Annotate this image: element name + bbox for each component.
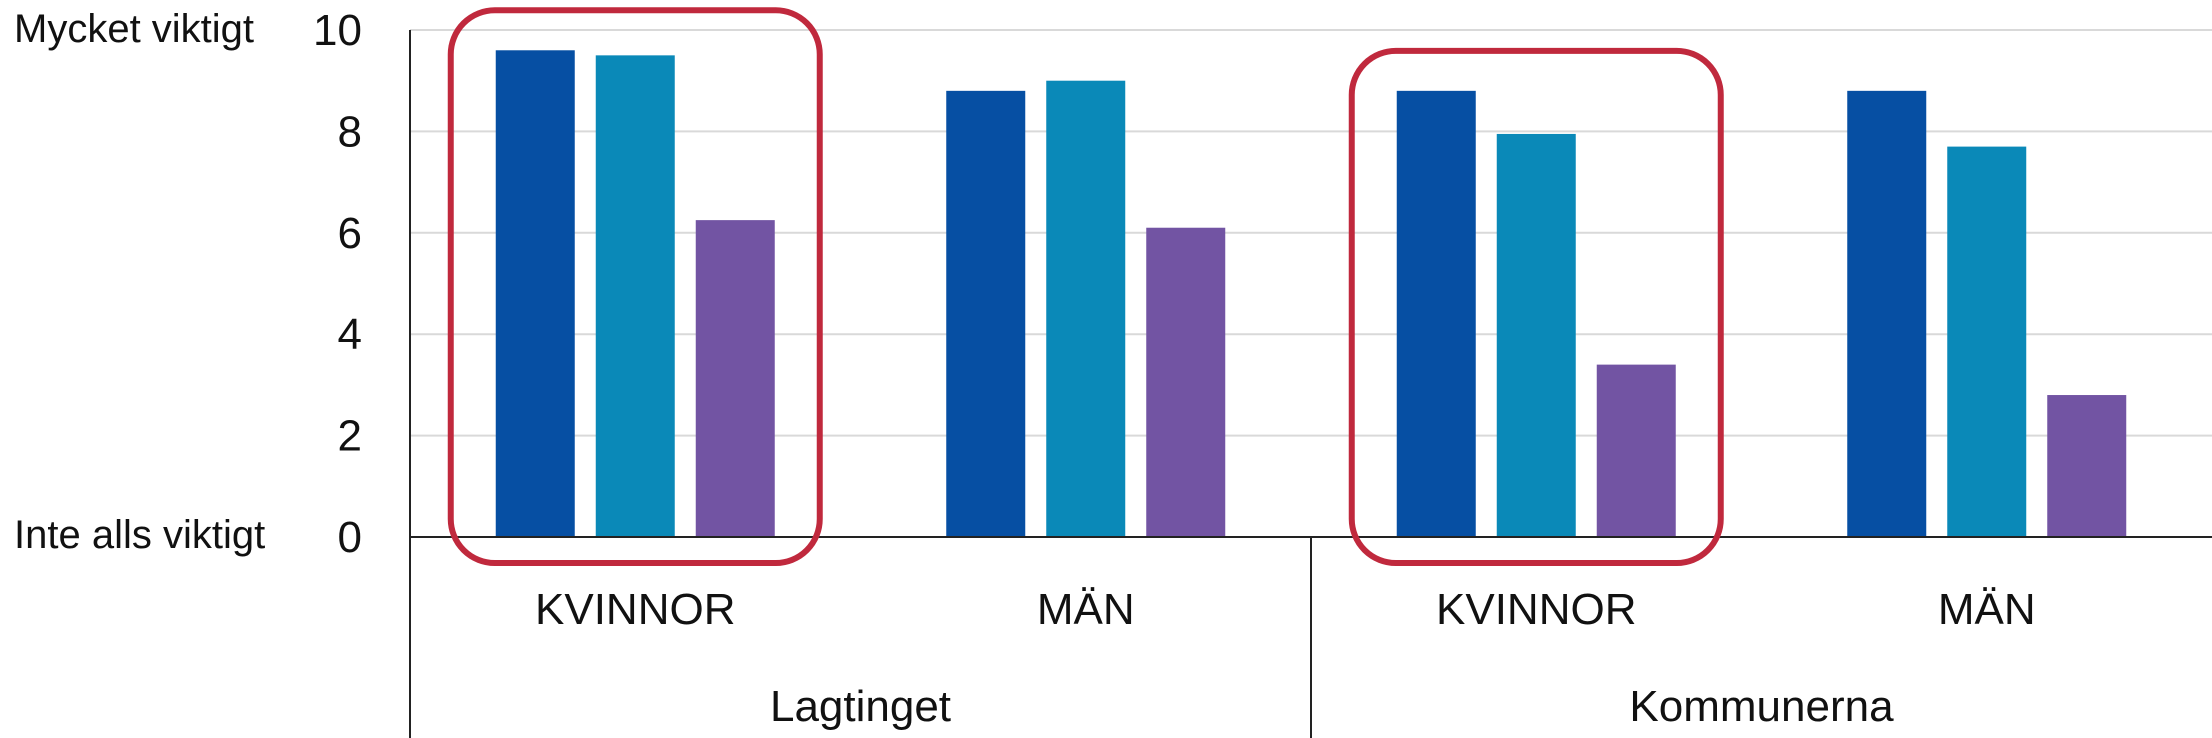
highlight-boxes xyxy=(447,7,1724,566)
labels: Mycket viktigt Inte alls viktigt 0 2 4 6 8 10… xyxy=(14,6,2036,731)
y-tick-label: 2 xyxy=(338,412,362,461)
group-label: Lagtinget xyxy=(770,682,951,731)
bar xyxy=(1947,146,2027,538)
category-label: KVINNOR xyxy=(1436,585,1636,634)
y-tick-label: 8 xyxy=(338,107,362,156)
y-tick-label: 4 xyxy=(338,310,362,359)
gridlines xyxy=(410,29,2212,437)
category-label: KVINNOR xyxy=(535,585,735,634)
bar xyxy=(495,50,575,537)
bar xyxy=(1396,90,1476,537)
y-tick-label: 10 xyxy=(313,6,362,55)
category-label: MÄN xyxy=(1037,585,1135,634)
group-label: Kommunerna xyxy=(1629,682,1894,731)
bar xyxy=(1496,133,1576,537)
bar xyxy=(946,90,1026,537)
bar xyxy=(1596,364,1676,537)
axes xyxy=(409,30,2212,738)
bar xyxy=(2047,395,2127,537)
bars xyxy=(495,50,2127,538)
bar xyxy=(695,220,775,537)
bar xyxy=(595,55,675,537)
y-tick-label: 0 xyxy=(338,513,362,562)
y-axis-top-label: Mycket viktigt xyxy=(14,7,254,51)
highlight-box xyxy=(1348,47,1724,566)
bar xyxy=(1046,80,1126,537)
y-tick-label: 6 xyxy=(338,209,362,258)
y-axis-bottom-label: Inte alls viktigt xyxy=(14,513,265,557)
highlight-box xyxy=(447,7,823,566)
category-label: MÄN xyxy=(1938,585,2036,634)
bar xyxy=(1146,227,1226,538)
bar xyxy=(1847,90,1927,537)
